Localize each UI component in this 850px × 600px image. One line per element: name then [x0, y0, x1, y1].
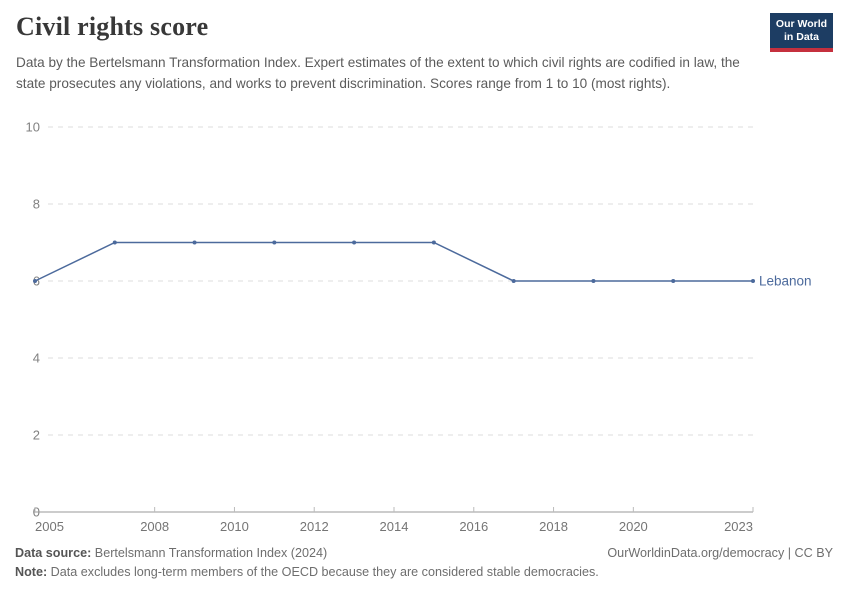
- data-point-2019[interactable]: [591, 279, 596, 283]
- y-axis-tick-label: 8: [33, 197, 40, 212]
- x-axis-tick-label: 2008: [140, 519, 169, 534]
- x-axis-tick-label: 2005: [35, 519, 64, 534]
- x-axis-tick-label: 2018: [539, 519, 568, 534]
- x-axis-tick-label: 2020: [619, 519, 648, 534]
- series-label-lebanon[interactable]: Lebanon: [759, 274, 812, 289]
- attribution-link[interactable]: OurWorldinData.org/democracy | CC BY: [607, 546, 833, 560]
- chart-footer: Data source: Bertelsmann Transformation …: [15, 546, 833, 579]
- y-axis-tick-label: 2: [33, 428, 40, 443]
- data-point-2007[interactable]: [112, 240, 117, 245]
- data-point-2015[interactable]: [431, 240, 436, 245]
- data-point-2023[interactable]: [751, 279, 755, 283]
- x-axis-tick-label: 2023: [724, 519, 753, 534]
- x-axis-tick-label: 2016: [459, 519, 488, 534]
- chart-subtitle: Data by the Bertelsmann Transformation I…: [16, 55, 740, 92]
- page-title: Civil rights score: [16, 12, 209, 41]
- data-source: Data source: Bertelsmann Transformation …: [15, 546, 327, 560]
- note-text: Data excludes long-term members of the O…: [47, 565, 599, 579]
- y-axis-tick-label: 10: [26, 120, 40, 135]
- footer-source-row: Data source: Bertelsmann Transformation …: [15, 546, 833, 560]
- data-point-2011[interactable]: [272, 240, 277, 245]
- lebanon-line-series[interactable]: [34, 241, 753, 282]
- data-point-2013[interactable]: [352, 240, 357, 245]
- footer-note-row: Note: Data excludes long-term members of…: [15, 565, 833, 579]
- x-axis-tick-label: 2012: [300, 519, 329, 534]
- data-source-label: Data source:: [15, 546, 92, 560]
- owid-logo-line1: Our World: [775, 18, 828, 30]
- data-point-2017[interactable]: [511, 279, 516, 283]
- data-source-text: Bertelsmann Transformation Index (2024): [91, 546, 328, 560]
- data-point-2009[interactable]: [192, 240, 197, 245]
- data-point-2005[interactable]: [33, 279, 37, 283]
- owid-logo[interactable]: Our World in Data: [770, 13, 833, 53]
- note-label: Note:: [15, 565, 48, 579]
- x-axis-tick-label: 2014: [380, 519, 409, 534]
- x-axis-tick-label: 2010: [220, 519, 249, 534]
- data-point-2021[interactable]: [671, 279, 676, 283]
- y-axis-tick-label: 4: [33, 351, 40, 366]
- owid-logo-line2: in Data: [783, 31, 819, 44]
